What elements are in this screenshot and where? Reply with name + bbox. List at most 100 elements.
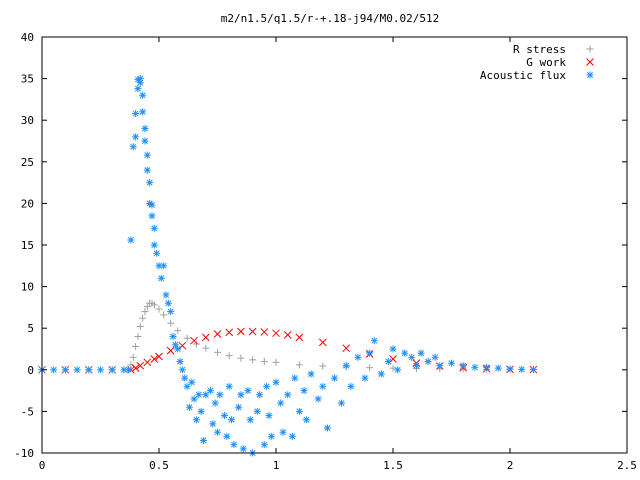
acoustic-flux-point [139, 91, 147, 99]
marker-stroke [347, 383, 354, 390]
marker-stroke [130, 143, 137, 150]
legend-marker [586, 71, 594, 79]
acoustic-flux-point [216, 391, 224, 399]
g-work-point [237, 327, 245, 336]
acoustic-flux-point [448, 359, 455, 367]
acoustic-flux-point [127, 236, 135, 244]
marker-stroke [174, 346, 181, 352]
marker-stroke [136, 361, 145, 370]
y-tick-label: 35 [21, 73, 34, 86]
marker-stroke [202, 391, 209, 398]
marker-stroke [277, 400, 284, 407]
g-work-point [248, 327, 257, 336]
acoustic-flux-point [279, 428, 287, 436]
marker-stroke [141, 138, 148, 144]
marker-stroke [254, 408, 261, 415]
acoustic-flux-point [354, 353, 362, 361]
marker-stroke [50, 366, 57, 373]
marker-stroke [291, 375, 298, 382]
marker-stroke [378, 370, 385, 377]
legend-label: G work [526, 56, 566, 69]
marker-stroke [156, 262, 162, 269]
acoustic-flux-point [174, 345, 182, 353]
g-work-point [136, 361, 145, 370]
marker-stroke [195, 391, 202, 398]
marker-stroke [179, 366, 186, 373]
acoustic-flux-point [141, 125, 149, 133]
marker-stroke [273, 379, 279, 386]
marker-stroke [143, 358, 152, 367]
acoustic-flux-point [253, 407, 261, 415]
marker-stroke [448, 360, 455, 367]
marker-stroke [149, 212, 155, 219]
y-tick-label: 25 [21, 156, 34, 169]
r-stress-point [136, 323, 144, 331]
acoustic-flux-point [206, 387, 214, 395]
marker-stroke [165, 300, 172, 307]
marker-stroke [120, 366, 127, 373]
r-stress-point [139, 314, 147, 322]
marker-stroke [385, 358, 392, 365]
marker-stroke [228, 416, 235, 423]
marker-stroke [62, 366, 69, 373]
marker-stroke [371, 337, 378, 344]
acoustic-flux-point [300, 387, 308, 395]
marker-stroke [132, 133, 139, 140]
marker-stroke [85, 366, 92, 373]
marker-stroke [319, 383, 326, 390]
g-work-point [213, 330, 222, 338]
acoustic-flux-point [295, 407, 303, 415]
acoustic-flux-point [157, 274, 165, 282]
marker-stroke [256, 391, 263, 398]
marker-stroke [97, 366, 104, 373]
g-work-point [225, 328, 234, 337]
acoustic-flux-point [471, 363, 479, 371]
g-work-point [190, 336, 198, 345]
acoustic-flux-point [272, 378, 280, 386]
marker-stroke [248, 327, 257, 336]
marker-stroke [186, 404, 193, 411]
marker-stroke [212, 400, 219, 407]
acoustic-flux-point [235, 403, 243, 411]
marker-stroke [200, 437, 207, 444]
acoustic-flux-point [129, 143, 137, 151]
marker-stroke [144, 167, 151, 174]
acoustic-flux-point [134, 85, 142, 93]
marker-stroke [166, 346, 175, 355]
acoustic-flux-point [178, 366, 186, 374]
marker-stroke [296, 408, 303, 415]
acoustic-flux-point [181, 374, 189, 382]
marker-stroke [193, 416, 200, 423]
acoustic-flux-point [284, 391, 292, 399]
g-work-point [150, 355, 159, 363]
acoustic-flux-point [202, 391, 210, 399]
r-stress-point [134, 333, 142, 341]
r-stress-point [150, 301, 158, 309]
marker-stroke [338, 400, 345, 407]
acoustic-flux-point [143, 166, 151, 174]
y-tick-label: 5 [27, 322, 34, 335]
marker-stroke [343, 362, 350, 369]
marker-stroke [460, 362, 467, 369]
r-stress-point [319, 362, 327, 370]
axes: -10 -5 0 5 10 15 20 25 30 35 40 0 0.5 1 1.5 2 2.5 [14, 31, 637, 472]
y-tick-label: 30 [21, 114, 34, 127]
acoustic-flux-point [230, 441, 238, 449]
marker-stroke [198, 408, 205, 415]
marker-stroke [425, 358, 432, 365]
acoustic-flux-point [494, 364, 502, 372]
marker-stroke [247, 416, 254, 423]
g-work-point [131, 364, 140, 372]
marker-stroke [261, 441, 268, 448]
g-work-point [155, 352, 163, 361]
marker-stroke [413, 362, 420, 369]
acoustic-flux-point [50, 366, 58, 374]
acoustic-flux-point [176, 357, 184, 365]
marker-stroke [155, 352, 163, 361]
marker-stroke [272, 329, 280, 338]
marker-stroke [263, 383, 270, 390]
acoustic-flux-point [239, 445, 247, 453]
g-work-point [178, 341, 187, 350]
